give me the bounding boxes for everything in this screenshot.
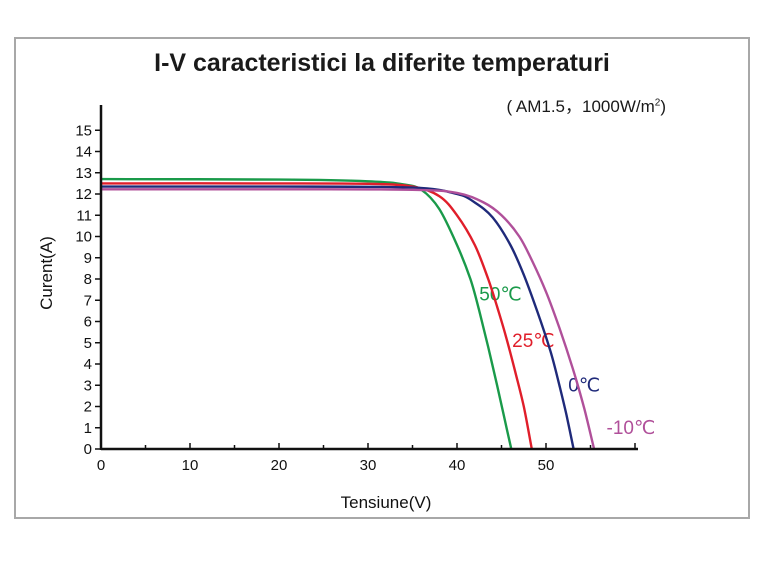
y-tick-label: 11 xyxy=(76,207,92,224)
x-tick-label: 50 xyxy=(538,457,555,474)
x-tick-label: 10 xyxy=(182,457,199,474)
y-axis-label: Curent(A) xyxy=(37,236,56,310)
y-tick-label: 5 xyxy=(84,335,92,352)
series-label: 25℃ xyxy=(512,331,554,352)
series-line xyxy=(100,185,575,450)
y-tick-label: 10 xyxy=(75,229,92,246)
y-tick-label: 8 xyxy=(84,271,92,288)
series-label: -10℃ xyxy=(607,418,656,439)
series-label: 50℃ xyxy=(479,284,521,305)
x-tick-label: 20 xyxy=(271,457,288,474)
y-tick-label: 14 xyxy=(75,144,92,161)
chart-title: I-V caracteristici la diferite temperatu… xyxy=(154,49,610,77)
series-layer: 50℃ 25℃ 0℃ -10℃ xyxy=(100,177,656,450)
x-axis-label: Tensiune(V) xyxy=(341,493,432,512)
y-tick-label: 0 xyxy=(84,441,92,458)
y-tick-label: 4 xyxy=(84,356,92,373)
x-tick-label: 0 xyxy=(97,457,105,474)
chart-frame xyxy=(14,37,750,519)
subtitle-superscript: 2 xyxy=(654,97,661,109)
series-line xyxy=(100,177,513,450)
series-line xyxy=(100,182,533,450)
x-tick-label: 40 xyxy=(449,457,466,474)
y-tick-label: 2 xyxy=(84,399,92,416)
y-tick-label: 13 xyxy=(75,165,92,182)
chart-subtitle: ( AM1.5，1000W/m2) xyxy=(506,92,666,117)
x-tick-label: 30 xyxy=(360,457,377,474)
y-tick-label: 9 xyxy=(84,250,92,267)
y-tick-label: 15 xyxy=(75,122,92,139)
y-tick-label: 3 xyxy=(84,377,92,394)
y-tick-label: 6 xyxy=(84,314,92,331)
y-tick-label: 7 xyxy=(84,292,92,309)
series-line xyxy=(101,188,596,450)
y-tick-label: 12 xyxy=(75,186,92,203)
subtitle-prefix: ( AM1.5，1000W/m xyxy=(506,97,655,116)
y-tick-label: 1 xyxy=(84,420,92,437)
subtitle-suffix: ) xyxy=(660,97,666,116)
series-label: 0℃ xyxy=(568,376,600,397)
